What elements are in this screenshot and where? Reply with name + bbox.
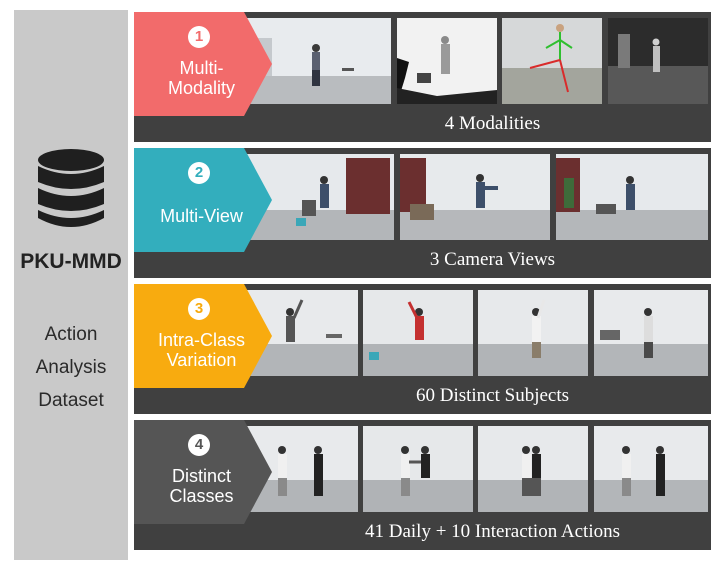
row-caption: 3 Camera Views xyxy=(429,249,556,270)
category-label-line: Multi-View xyxy=(160,206,243,226)
camera-view-image xyxy=(246,154,394,240)
subtitle-line: Dataset xyxy=(38,390,104,411)
row-caption: 41 Daily + 10 Interaction Actions xyxy=(364,521,621,542)
dataset-title: PKU-MMD xyxy=(20,250,122,273)
database-icon xyxy=(38,149,104,227)
interaction-image xyxy=(363,426,473,512)
feature-row-multimodality: 1 Multi- Modality 4 Modalities xyxy=(134,12,711,142)
ir-image xyxy=(608,18,708,104)
row-caption: 60 Distinct Subjects xyxy=(415,385,570,406)
step-number-badge: 1 xyxy=(188,26,210,48)
category-label: Distinct Classes xyxy=(134,466,269,506)
category-label: Multi-View xyxy=(134,206,269,226)
row-caption: 4 Modalities xyxy=(444,113,541,134)
step-number-badge: 2 xyxy=(188,162,210,184)
step-number-badge: 4 xyxy=(188,434,210,456)
category-tab: 4 Distinct Classes xyxy=(134,420,274,550)
category-label-line: Distinct xyxy=(171,466,231,486)
feature-row-intraclass: 3 Intra-Class Variation 60 Distinct Subj… xyxy=(134,284,711,414)
step-number-badge: 3 xyxy=(188,298,210,320)
subtitle-line: Analysis xyxy=(35,357,107,378)
category-label-line: Variation xyxy=(166,350,237,370)
interaction-image xyxy=(478,426,588,512)
subject-image xyxy=(478,290,588,376)
feature-row-distinct-classes: 4 Distinct Classes 41 Daily + 10 Interac… xyxy=(134,420,711,550)
category-tab: 3 Intra-Class Variation xyxy=(134,284,274,414)
category-tab: 1 Multi- Modality xyxy=(134,12,274,142)
category-label: Intra-Class Variation xyxy=(134,330,269,370)
category-label-line: Multi- xyxy=(179,58,224,78)
camera-view-image xyxy=(556,154,708,240)
category-label: Multi- Modality xyxy=(134,58,269,98)
category-tab: 2 Multi-View xyxy=(134,148,274,278)
sidebar-panel xyxy=(14,10,128,560)
subject-image xyxy=(594,290,708,376)
camera-view-image xyxy=(400,154,550,240)
subtitle-line: Action xyxy=(44,324,98,345)
subject-image xyxy=(363,290,473,376)
dataset-subtitle: Action Analysis Dataset xyxy=(14,318,128,417)
skeleton-image xyxy=(502,18,602,104)
interaction-image xyxy=(246,426,358,512)
category-label-line: Classes xyxy=(169,486,234,506)
feature-row-multiview: 2 Multi-View 3 Camera Views xyxy=(134,148,711,278)
category-label-line: Modality xyxy=(167,78,236,98)
category-label-line: Intra-Class xyxy=(157,330,246,350)
depth-image xyxy=(397,18,497,104)
interaction-image xyxy=(594,426,708,512)
